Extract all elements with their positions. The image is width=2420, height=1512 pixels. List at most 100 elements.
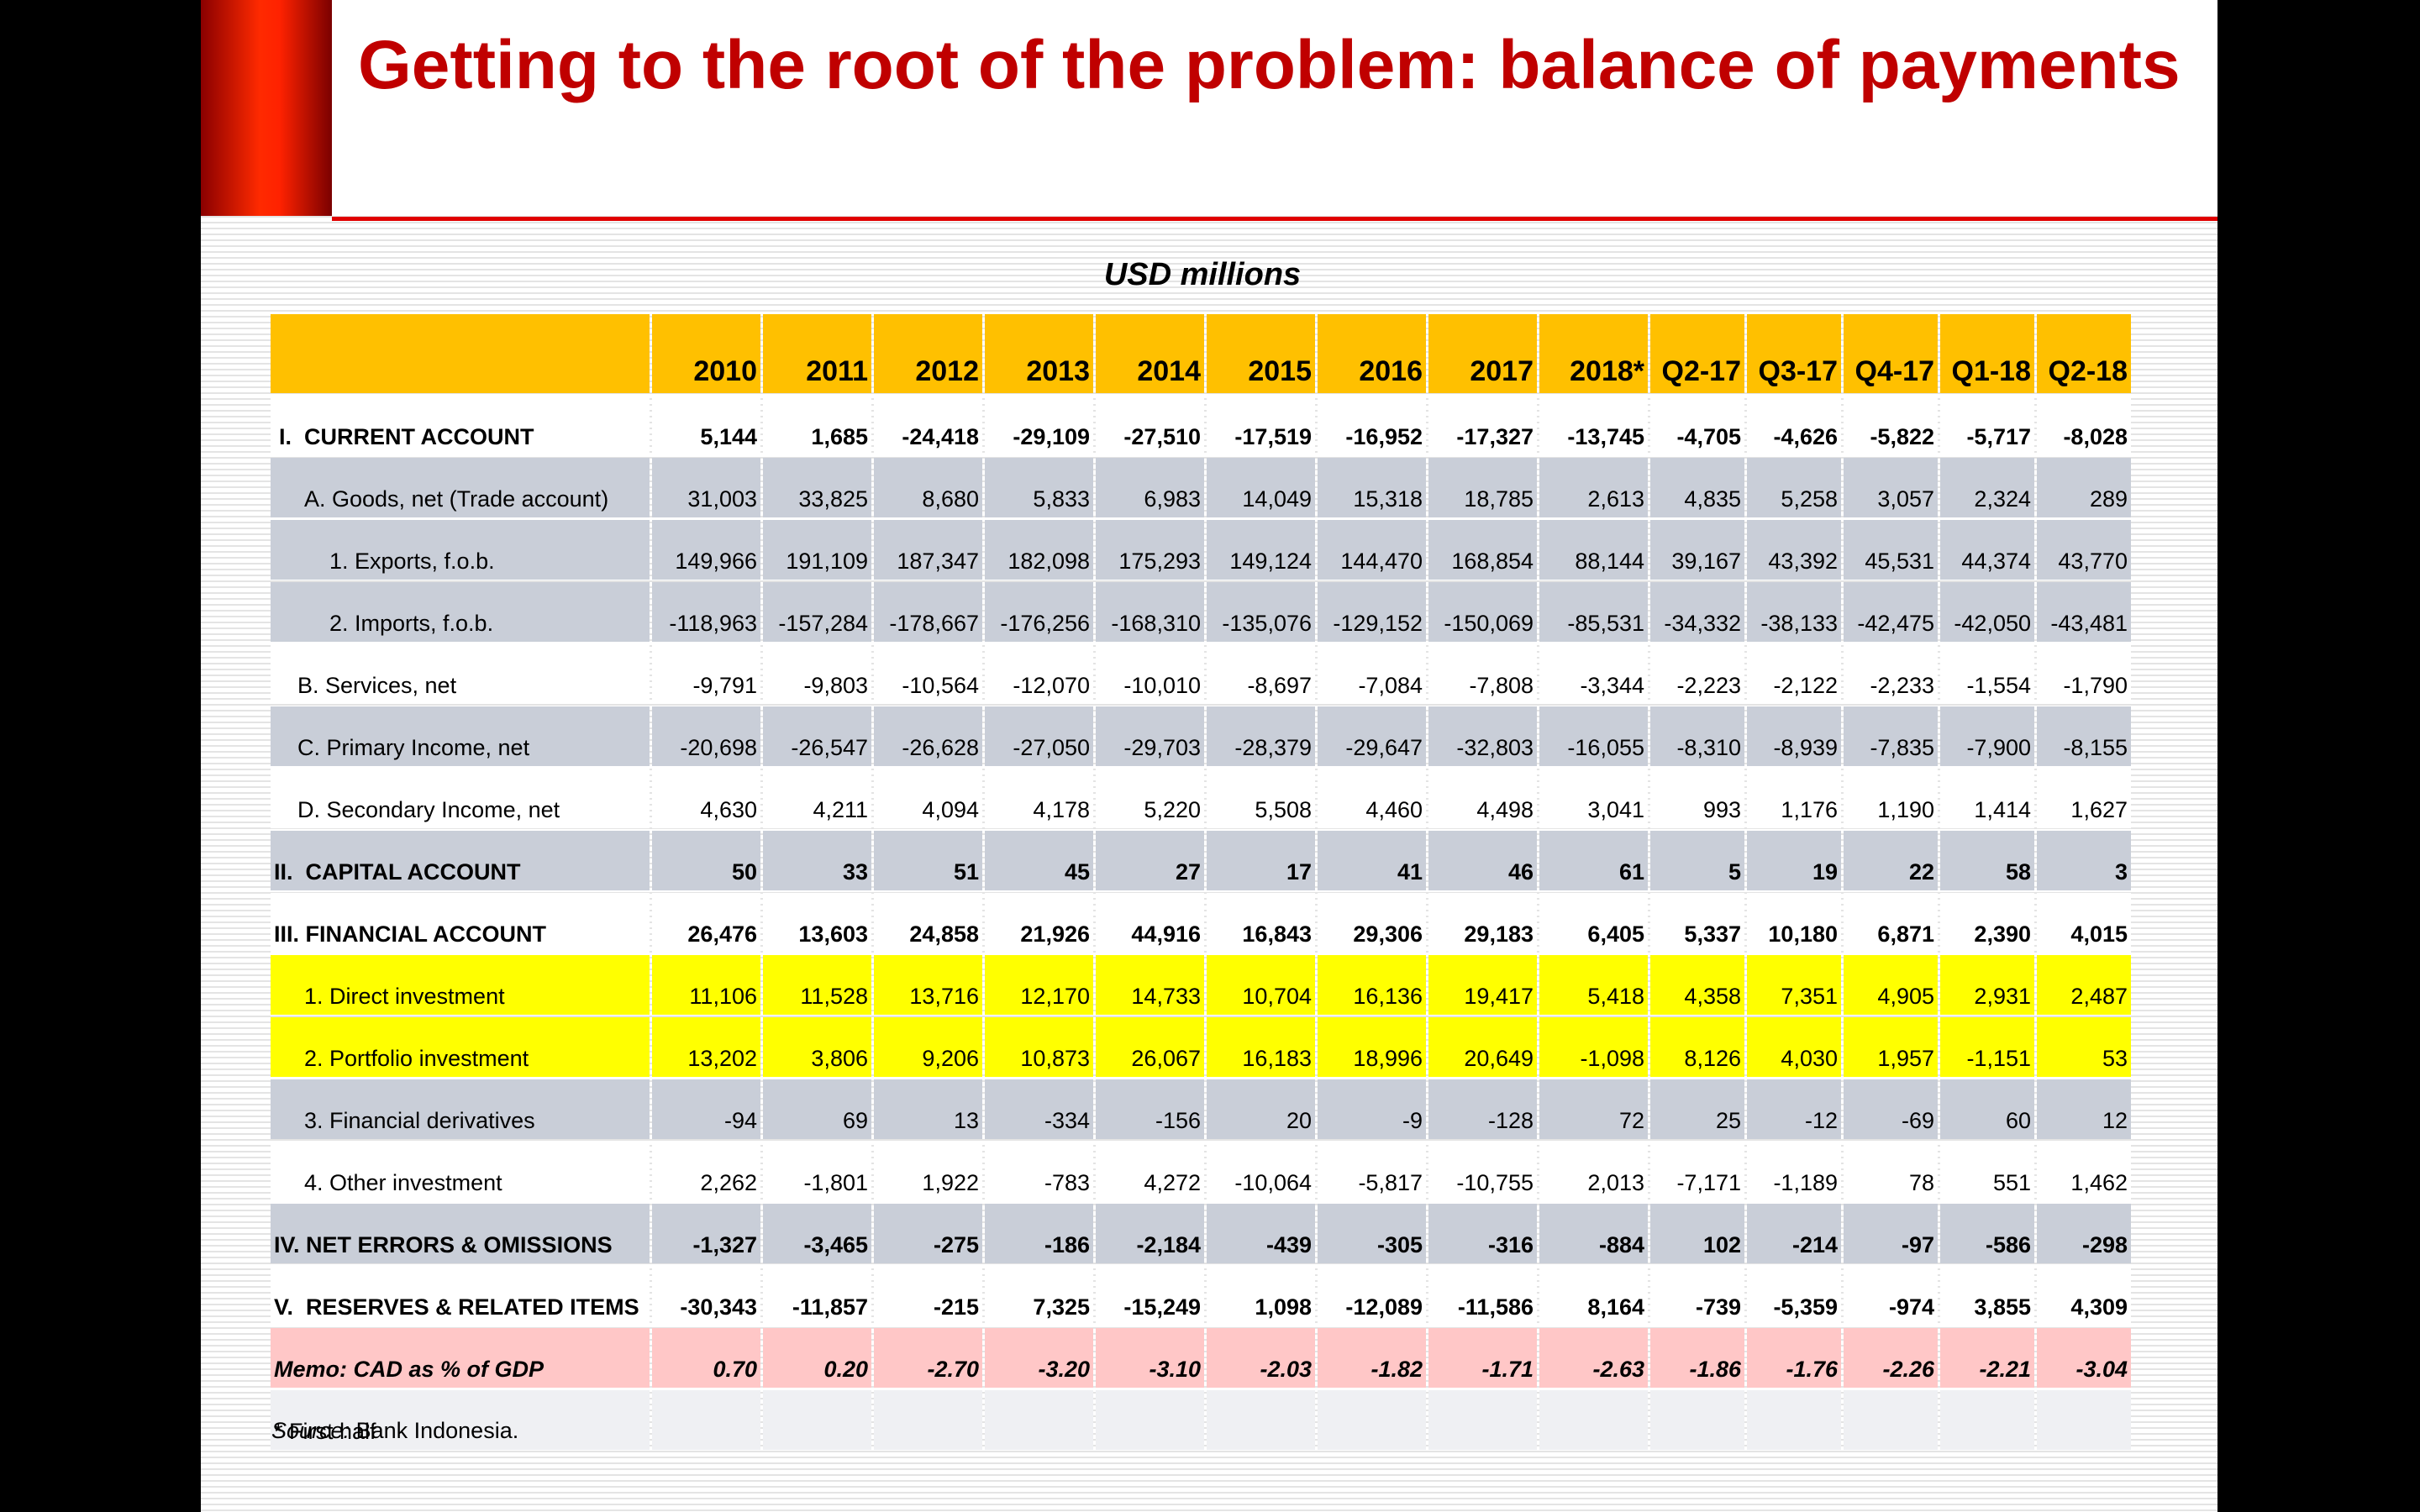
cell-value: 3,806 [763, 1017, 871, 1077]
column-header: 2013 [985, 314, 1093, 393]
table-row: A. Goods, net (Trade account) 31,003 33,82… [271, 458, 2131, 517]
cell-value: -275 [874, 1204, 982, 1263]
cell-value: 26,476 [652, 893, 760, 953]
cell-value: -3.10 [1096, 1328, 1204, 1388]
source-text: Bank Indonesia. [355, 1418, 519, 1443]
cell-value: -2.70 [874, 1328, 982, 1388]
table-row: D. Secondary Income, net 4,630 4,211 4,094 4… [271, 769, 2131, 828]
cell-value: -29,647 [1318, 706, 1426, 766]
cell-value: 993 [1650, 769, 1744, 828]
cell-value: 7,351 [1747, 955, 1841, 1015]
cell-value: -26,547 [763, 706, 871, 766]
table-row: 3. Financial derivatives -94 69 13 -334 -156 2… [271, 1079, 2131, 1139]
cell-value: 4,272 [1096, 1142, 1204, 1201]
cell-value: 78 [1844, 1142, 1938, 1201]
cell-value: 16,183 [1207, 1017, 1315, 1077]
cell-value: -8,310 [1650, 706, 1744, 766]
cell-value: 33 [763, 831, 871, 890]
cell-value: 144,470 [1318, 520, 1426, 580]
column-header: Q1-18 [1940, 314, 2034, 393]
cell-value: 16,843 [1207, 893, 1315, 953]
header-cell [271, 314, 650, 393]
cell-value: -2,122 [1747, 644, 1841, 704]
cell-value: 4,309 [2037, 1266, 2131, 1326]
cell-value: 27 [1096, 831, 1204, 890]
cell-value: 29,306 [1318, 893, 1426, 953]
cell-value: 11,106 [652, 955, 760, 1015]
empty-cell [1844, 1390, 1938, 1450]
cell-value: -2,184 [1096, 1204, 1204, 1263]
cell-value: -5,717 [1940, 396, 2034, 455]
cell-value: -157,284 [763, 582, 871, 642]
cell-value: -118,963 [652, 582, 760, 642]
table-caption: USD millions [1103, 257, 1302, 292]
cell-value: -178,667 [874, 582, 982, 642]
empty-cell [874, 1390, 982, 1450]
cell-value: -3.20 [985, 1328, 1093, 1388]
cell-value: 45 [985, 831, 1093, 890]
cell-value: -7,900 [1940, 706, 2034, 766]
source-label: Source: [271, 1418, 350, 1443]
cell-value: -34,332 [1650, 582, 1744, 642]
empty-cell [1940, 1390, 2034, 1450]
empty-cell [1539, 1390, 1648, 1450]
cell-value: -10,010 [1096, 644, 1204, 704]
table-row: B. Services, net -9,791 -9,803 -10,564 -12,0… [271, 644, 2131, 704]
cell-value: 43,392 [1747, 520, 1841, 580]
cell-value: -2.26 [1844, 1328, 1938, 1388]
cell-value: -3,344 [1539, 644, 1648, 704]
cell-value: -38,133 [1747, 582, 1841, 642]
empty-cell [1207, 1390, 1315, 1450]
cell-value: -42,475 [1844, 582, 1938, 642]
cell-value: -85,531 [1539, 582, 1648, 642]
cell-value: 1,176 [1747, 769, 1841, 828]
cell-value: 4,030 [1747, 1017, 1841, 1077]
cell-value: 3 [2037, 831, 2131, 890]
cell-value: -8,028 [2037, 396, 2131, 455]
cell-value: 44,916 [1096, 893, 1204, 953]
cell-value: -214 [1747, 1204, 1841, 1263]
cell-value: 58 [1940, 831, 2034, 890]
cell-value: 4,498 [1428, 769, 1537, 828]
cell-value: -2.03 [1207, 1328, 1315, 1388]
slide-title: Getting to the root of the problem: bala… [358, 27, 2181, 103]
cell-value: 5,220 [1096, 769, 1204, 828]
column-header: Q2-17 [1650, 314, 1744, 393]
source-note: Source: Bank Indonesia. [271, 1418, 518, 1444]
cell-value: 20 [1207, 1079, 1315, 1139]
cell-value: 14,733 [1096, 955, 1204, 1015]
cell-value: 72 [1539, 1079, 1648, 1139]
row-label: 4. Other investment [271, 1142, 650, 1201]
table-row: III. FINANCIAL ACCOUNT 26,476 13,603 24,858… [271, 893, 2131, 953]
cell-value: -168,310 [1096, 582, 1204, 642]
cell-value: -1,098 [1539, 1017, 1648, 1077]
cell-value: -27,510 [1096, 396, 1204, 455]
empty-cell [652, 1390, 760, 1450]
cell-value: -4,705 [1650, 396, 1744, 455]
title-area [332, 0, 2217, 216]
cell-value: 0.20 [763, 1328, 871, 1388]
cell-value: -27,050 [985, 706, 1093, 766]
cell-value: -12 [1747, 1079, 1841, 1139]
cell-value: 191,109 [763, 520, 871, 580]
cell-value: -2.21 [1940, 1328, 2034, 1388]
cell-value: -43,481 [2037, 582, 2131, 642]
cell-value: -135,076 [1207, 582, 1315, 642]
cell-value: 61 [1539, 831, 1648, 890]
cell-value: 15,318 [1318, 458, 1426, 517]
cell-value: -12,070 [985, 644, 1093, 704]
cell-value: -9,791 [652, 644, 760, 704]
cell-value: 1,414 [1940, 769, 2034, 828]
cell-value: 12 [2037, 1079, 2131, 1139]
cell-value: -7,835 [1844, 706, 1938, 766]
cell-value: -1.76 [1747, 1328, 1841, 1388]
cell-value: -7,808 [1428, 644, 1537, 704]
cell-value: 2,613 [1539, 458, 1648, 517]
cell-value: -17,519 [1207, 396, 1315, 455]
cell-value: 31,003 [652, 458, 760, 517]
table-row: 2. Imports, f.o.b. -118,963 -157,284 -178,6… [271, 582, 2131, 642]
cell-value: -150,069 [1428, 582, 1537, 642]
cell-value: 10,704 [1207, 955, 1315, 1015]
cell-value: 5,833 [985, 458, 1093, 517]
empty-cell [985, 1390, 1093, 1450]
